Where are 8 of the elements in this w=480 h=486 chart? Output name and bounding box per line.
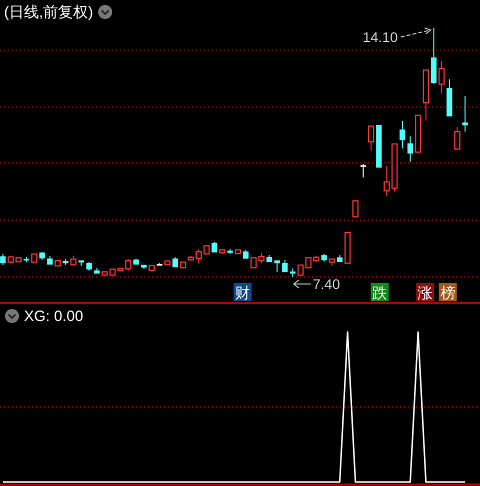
chart-title: XG: 0.00 — [24, 308, 84, 325]
text: 财 — [235, 285, 250, 302]
text: 跌 — [372, 285, 388, 302]
text: 榜 — [440, 285, 456, 302]
annotation: 14.10 — [362, 29, 398, 45]
chart-title: (日线,前复权) — [4, 4, 94, 21]
text: 涨 — [418, 285, 433, 302]
annotation: 7.40 — [312, 276, 340, 292]
